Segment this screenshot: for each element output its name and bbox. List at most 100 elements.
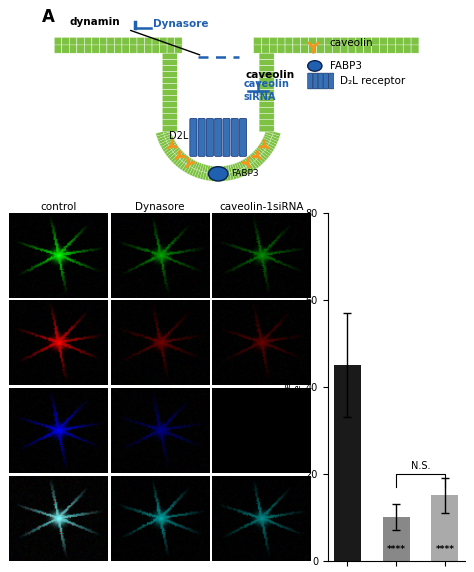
Polygon shape	[271, 136, 279, 142]
FancyBboxPatch shape	[69, 37, 77, 46]
FancyBboxPatch shape	[215, 118, 222, 156]
Polygon shape	[176, 150, 183, 157]
Polygon shape	[256, 157, 264, 165]
Polygon shape	[238, 161, 244, 169]
FancyBboxPatch shape	[137, 45, 145, 53]
Polygon shape	[228, 165, 232, 173]
Polygon shape	[189, 168, 195, 176]
FancyBboxPatch shape	[92, 37, 100, 46]
FancyBboxPatch shape	[301, 45, 309, 53]
Polygon shape	[173, 157, 180, 165]
Polygon shape	[165, 136, 173, 141]
FancyBboxPatch shape	[114, 45, 122, 53]
FancyBboxPatch shape	[107, 45, 114, 53]
FancyBboxPatch shape	[277, 37, 285, 46]
FancyBboxPatch shape	[348, 45, 356, 53]
FancyBboxPatch shape	[129, 37, 137, 46]
Polygon shape	[180, 154, 187, 161]
FancyBboxPatch shape	[332, 45, 340, 53]
FancyBboxPatch shape	[309, 37, 317, 46]
Ellipse shape	[209, 166, 228, 181]
FancyBboxPatch shape	[301, 37, 309, 46]
FancyBboxPatch shape	[262, 37, 269, 46]
Polygon shape	[226, 165, 229, 173]
FancyBboxPatch shape	[198, 118, 205, 156]
FancyBboxPatch shape	[356, 37, 364, 46]
Polygon shape	[182, 155, 189, 162]
FancyBboxPatch shape	[167, 37, 174, 46]
Polygon shape	[255, 149, 262, 156]
Polygon shape	[161, 143, 169, 149]
Polygon shape	[242, 159, 248, 166]
FancyBboxPatch shape	[364, 45, 372, 53]
FancyBboxPatch shape	[285, 37, 293, 46]
Polygon shape	[248, 155, 255, 162]
Text: FABP3: FABP3	[330, 61, 362, 71]
Polygon shape	[272, 134, 280, 139]
Polygon shape	[258, 156, 265, 163]
Polygon shape	[227, 173, 231, 181]
FancyBboxPatch shape	[162, 126, 177, 132]
Polygon shape	[239, 169, 245, 177]
Polygon shape	[264, 134, 272, 138]
Polygon shape	[211, 173, 214, 181]
FancyBboxPatch shape	[403, 37, 411, 46]
Bar	[383, 517, 410, 561]
FancyBboxPatch shape	[254, 45, 261, 53]
FancyBboxPatch shape	[239, 118, 246, 156]
FancyBboxPatch shape	[254, 37, 261, 46]
FancyBboxPatch shape	[340, 37, 348, 46]
Text: D₂L receptor: D₂L receptor	[340, 76, 405, 86]
Polygon shape	[246, 156, 253, 164]
FancyBboxPatch shape	[162, 77, 177, 84]
Polygon shape	[184, 165, 190, 173]
FancyBboxPatch shape	[107, 37, 114, 46]
Polygon shape	[204, 165, 209, 173]
Polygon shape	[262, 152, 269, 158]
Polygon shape	[177, 161, 184, 168]
Polygon shape	[237, 170, 242, 178]
Polygon shape	[273, 132, 281, 136]
FancyBboxPatch shape	[372, 45, 380, 53]
FancyBboxPatch shape	[372, 37, 380, 46]
Polygon shape	[157, 136, 165, 142]
Polygon shape	[244, 166, 250, 174]
FancyBboxPatch shape	[348, 37, 356, 46]
FancyBboxPatch shape	[329, 73, 334, 89]
Polygon shape	[214, 166, 217, 174]
Polygon shape	[202, 172, 207, 180]
Polygon shape	[170, 144, 178, 150]
Text: ****: ****	[436, 545, 455, 554]
FancyBboxPatch shape	[145, 45, 152, 53]
Polygon shape	[232, 172, 237, 180]
Polygon shape	[248, 164, 255, 172]
Title: Dynasore: Dynasore	[135, 202, 185, 212]
FancyBboxPatch shape	[152, 45, 160, 53]
FancyBboxPatch shape	[162, 108, 177, 114]
Polygon shape	[250, 162, 257, 170]
Polygon shape	[265, 148, 273, 154]
Polygon shape	[168, 140, 175, 145]
Polygon shape	[163, 145, 170, 152]
Polygon shape	[186, 158, 192, 165]
FancyBboxPatch shape	[259, 108, 274, 114]
Polygon shape	[188, 159, 194, 166]
FancyBboxPatch shape	[259, 65, 274, 72]
Polygon shape	[222, 173, 225, 181]
FancyBboxPatch shape	[137, 37, 145, 46]
FancyBboxPatch shape	[162, 53, 177, 59]
FancyBboxPatch shape	[114, 37, 122, 46]
Polygon shape	[261, 140, 269, 145]
Polygon shape	[240, 160, 246, 168]
Polygon shape	[255, 159, 262, 166]
Bar	[431, 495, 458, 561]
Polygon shape	[160, 141, 168, 147]
Text: N.S.: N.S.	[411, 462, 430, 471]
FancyBboxPatch shape	[318, 73, 323, 89]
Text: caveolin: caveolin	[330, 38, 374, 48]
FancyBboxPatch shape	[317, 37, 324, 46]
Polygon shape	[259, 144, 266, 150]
FancyBboxPatch shape	[231, 118, 238, 156]
FancyBboxPatch shape	[403, 45, 411, 53]
FancyBboxPatch shape	[162, 59, 177, 65]
